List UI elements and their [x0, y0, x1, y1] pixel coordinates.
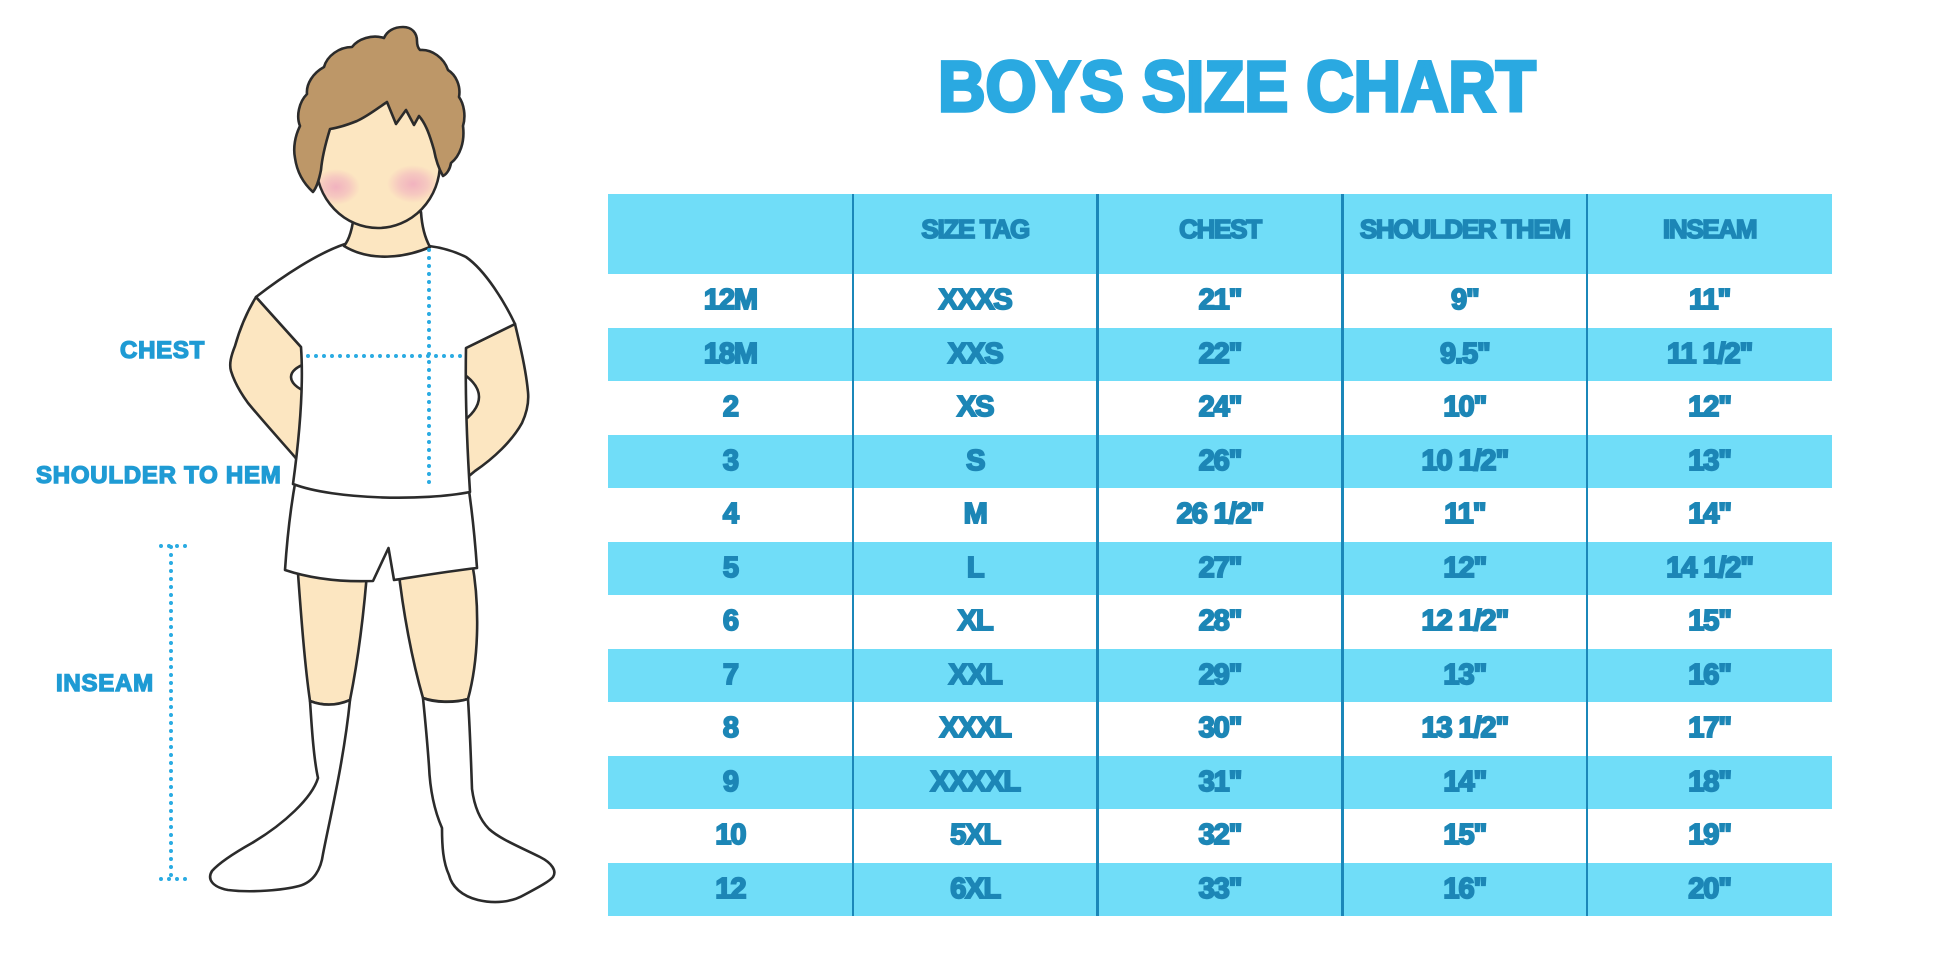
svg-text:CHEST: CHEST	[120, 337, 205, 364]
svg-text:SHOULDER TO HEM: SHOULDER TO HEM	[36, 462, 281, 489]
svg-text:INSEAM: INSEAM	[56, 670, 154, 697]
